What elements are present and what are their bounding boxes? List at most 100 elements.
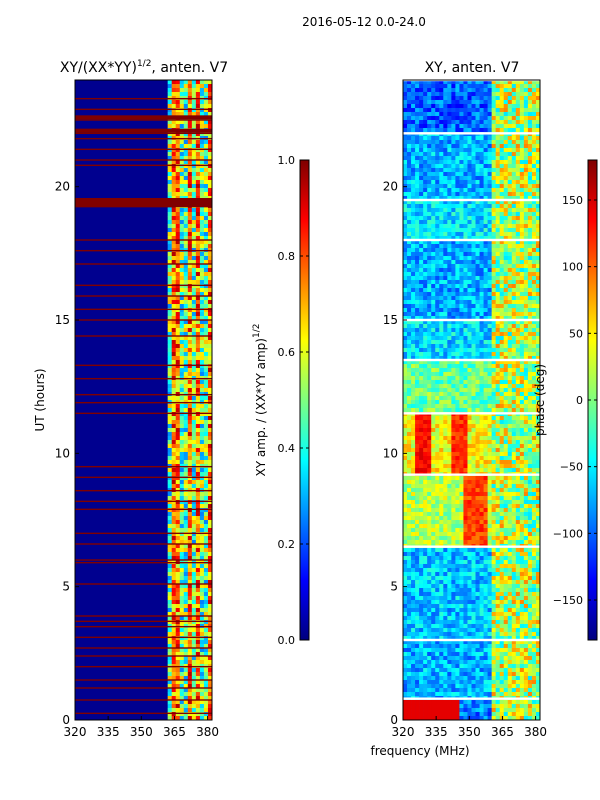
amplitude-cell bbox=[179, 404, 185, 409]
amplitude-cell bbox=[167, 640, 173, 645]
phase-cell bbox=[451, 268, 456, 273]
phase-cell bbox=[527, 204, 533, 209]
phase-cell bbox=[523, 356, 529, 361]
phase-cell bbox=[527, 292, 533, 297]
phase-cell bbox=[419, 432, 424, 437]
amplitude-cell bbox=[175, 264, 181, 269]
amplitude-cell bbox=[203, 492, 209, 497]
phase-cell bbox=[511, 248, 517, 253]
phase-cell bbox=[475, 404, 480, 409]
amplitude-cell bbox=[167, 92, 173, 97]
phase-cell bbox=[415, 220, 420, 225]
phase-cell bbox=[411, 432, 416, 437]
amplitude-cell bbox=[183, 348, 189, 353]
phase-cell bbox=[515, 184, 521, 189]
phase-cell bbox=[519, 332, 525, 337]
phase-cell bbox=[487, 260, 492, 265]
phase-cell bbox=[443, 356, 448, 361]
phase-cell bbox=[515, 372, 521, 377]
phase-cell bbox=[411, 200, 416, 205]
amplitude-cell bbox=[175, 244, 181, 249]
phase-cell bbox=[471, 292, 476, 297]
phase-cell bbox=[443, 88, 448, 93]
phase-cell bbox=[495, 332, 501, 337]
phase-cell bbox=[419, 364, 424, 369]
phase-cell bbox=[407, 284, 412, 289]
phase-cell bbox=[439, 404, 444, 409]
amplitude-cell bbox=[167, 108, 173, 113]
amplitude-cell bbox=[171, 708, 177, 713]
amplitude-cell bbox=[203, 188, 209, 193]
amplitude-cell bbox=[191, 220, 197, 225]
phase-cell bbox=[423, 400, 428, 405]
amplitude-cell bbox=[175, 600, 181, 605]
phase-cell bbox=[519, 272, 525, 277]
phase-cell bbox=[403, 136, 408, 141]
phase-cell bbox=[447, 300, 452, 305]
phase-cell bbox=[443, 400, 448, 405]
amplitude-cell bbox=[179, 480, 185, 485]
phase-cell bbox=[427, 172, 432, 177]
amplitude-cell bbox=[175, 668, 181, 673]
phase-cell bbox=[483, 244, 488, 249]
phase-cell bbox=[435, 120, 440, 125]
phase-cell bbox=[487, 340, 492, 345]
phase-cell bbox=[451, 316, 456, 321]
phase-cell bbox=[443, 308, 448, 313]
amplitude-cell bbox=[183, 412, 189, 417]
amplitude-cell bbox=[195, 708, 201, 713]
amplitude-cell bbox=[187, 84, 193, 89]
amplitude-cell bbox=[167, 208, 173, 213]
phase-cell bbox=[519, 368, 525, 373]
phase-cell bbox=[471, 140, 476, 145]
phase-cell bbox=[435, 320, 440, 325]
phase-cell bbox=[455, 432, 460, 437]
phase-cell bbox=[507, 124, 513, 129]
phase-cell bbox=[427, 88, 432, 93]
phase-cell bbox=[467, 148, 472, 153]
amplitude-cell bbox=[187, 716, 193, 721]
phase-cell bbox=[447, 272, 452, 277]
amplitude-cell bbox=[199, 440, 205, 445]
phase-cell bbox=[443, 240, 448, 245]
phase-cell bbox=[527, 148, 533, 153]
amplitude-cell bbox=[195, 652, 201, 657]
amplitude-cell bbox=[187, 504, 193, 509]
phase-cell bbox=[411, 440, 416, 445]
amplitude-cell bbox=[171, 268, 177, 273]
phase-cell bbox=[479, 260, 484, 265]
phase-cell bbox=[495, 296, 501, 301]
phase-cell bbox=[531, 436, 537, 441]
phase-cell bbox=[511, 296, 517, 301]
phase-cell bbox=[427, 204, 432, 209]
amplitude-cell bbox=[187, 348, 193, 353]
phase-cell bbox=[503, 328, 509, 333]
amplitude-cell bbox=[187, 644, 193, 649]
amplitude-cell bbox=[171, 588, 177, 593]
amplitude-cell bbox=[187, 628, 193, 633]
amplitude-cell bbox=[167, 156, 173, 161]
phase-cell bbox=[495, 240, 501, 245]
phase-cell bbox=[531, 112, 537, 117]
amplitude-cell bbox=[171, 548, 177, 553]
phase-cell bbox=[407, 224, 412, 229]
phase-cell bbox=[519, 408, 525, 413]
amplitude-cell bbox=[183, 576, 189, 581]
phase-cell bbox=[531, 296, 537, 301]
phase-cell bbox=[523, 148, 529, 153]
amplitude-cell bbox=[195, 420, 201, 425]
phase-cell bbox=[483, 308, 488, 313]
phase-cell bbox=[471, 364, 476, 369]
phase-cell bbox=[423, 316, 428, 321]
phase-cell bbox=[479, 332, 484, 337]
amplitude-cell bbox=[191, 160, 197, 165]
amplitude-cell bbox=[167, 580, 173, 585]
phase-cell bbox=[407, 300, 412, 305]
amplitude-cell bbox=[167, 440, 173, 445]
amplitude-cell bbox=[167, 408, 173, 413]
phase-cell bbox=[535, 256, 541, 261]
amplitude-cell bbox=[167, 364, 173, 369]
amplitude-cell bbox=[183, 648, 189, 653]
phase-cell bbox=[499, 436, 505, 441]
amplitude-cell bbox=[175, 448, 181, 453]
